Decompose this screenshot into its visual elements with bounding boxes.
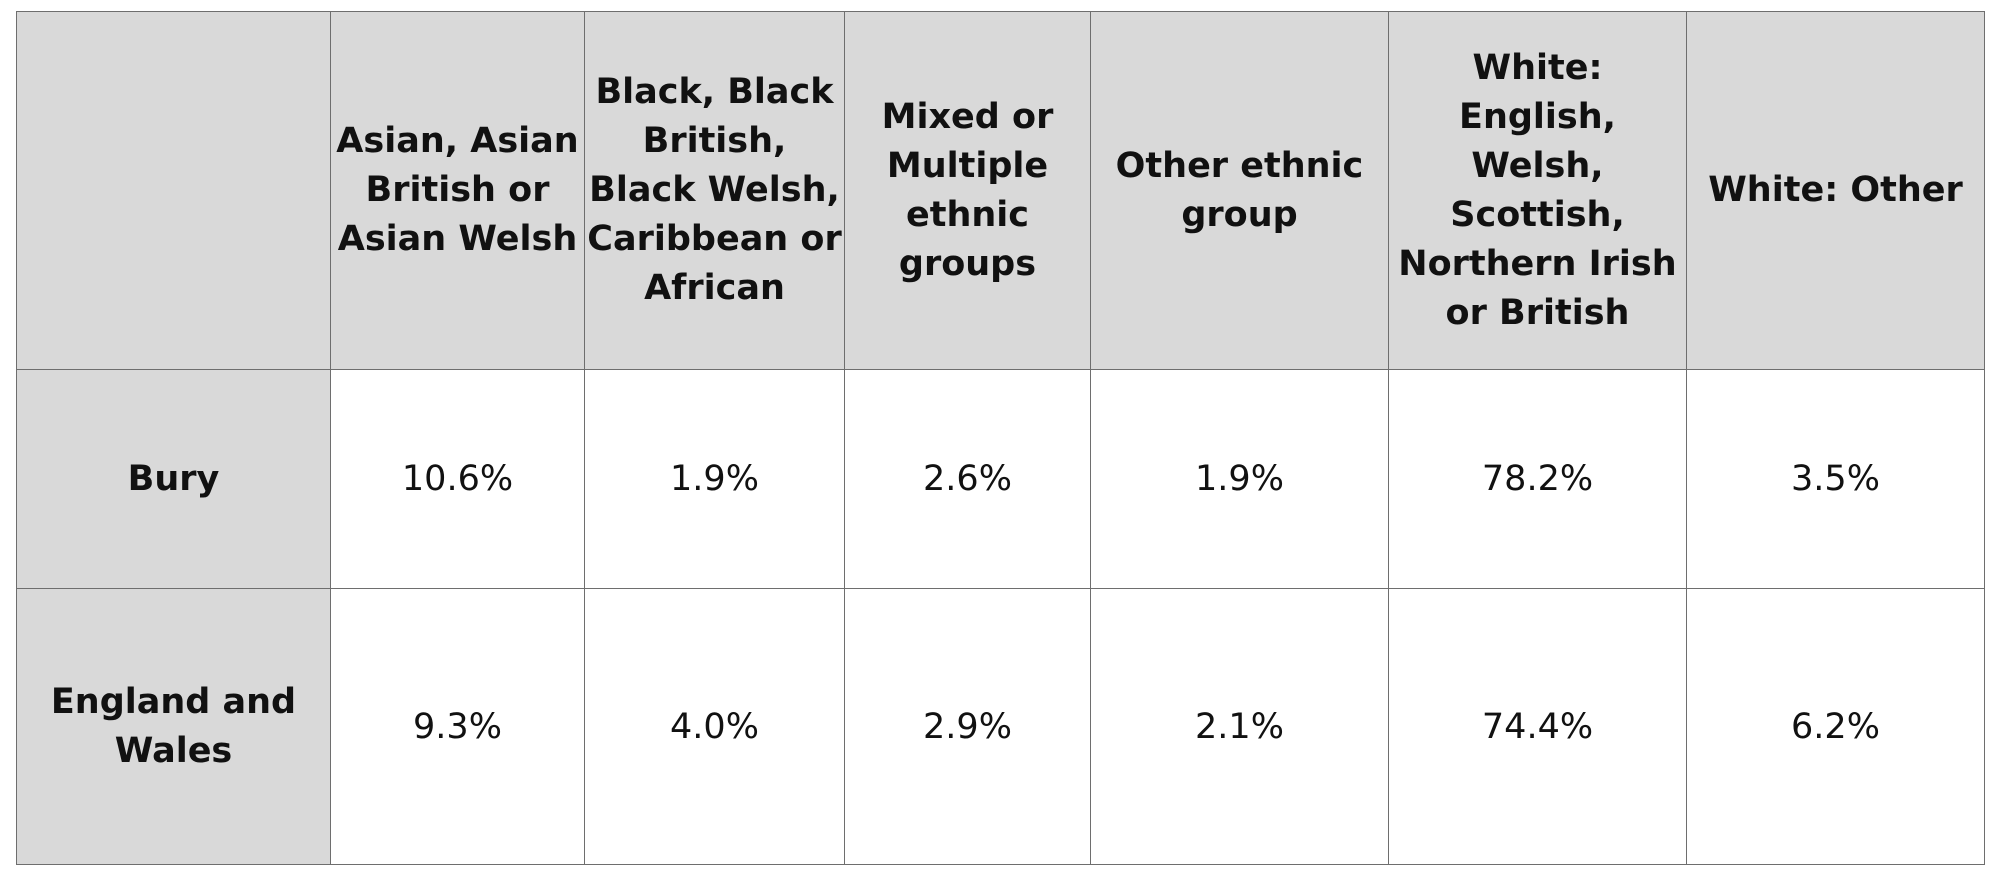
table-cell: 6.2%: [1686, 588, 1985, 865]
table-row-bury: Bury 10.6% 1.9% 2.6% 1.9% 78.2% 3.5%: [16, 369, 1985, 589]
table-cell: 1.9%: [1090, 369, 1389, 589]
table-cell: 74.4%: [1388, 588, 1687, 865]
table-cell: 3.5%: [1686, 369, 1985, 589]
table-cell: 9.3%: [330, 588, 585, 865]
column-header-asian: Asian, Asian British or Asian Welsh: [330, 11, 585, 370]
table-cell: 78.2%: [1388, 369, 1687, 589]
table-cell: 2.9%: [844, 588, 1091, 865]
table-cell: 2.6%: [844, 369, 1091, 589]
corner-cell: [16, 11, 331, 370]
column-header-black: Black, Black British, Black Welsh, Carib…: [584, 11, 845, 370]
table-cell: 2.1%: [1090, 588, 1389, 865]
table-cell: 1.9%: [584, 369, 845, 589]
column-header-mixed: Mixed or Multiple ethnic groups: [844, 11, 1091, 370]
table-cell: 4.0%: [584, 588, 845, 865]
row-header-england-and-wales: England and Wales: [16, 588, 331, 865]
table-row-england-and-wales: England and Wales 9.3% 4.0% 2.9% 2.1% 74…: [16, 588, 1985, 865]
ethnicity-table: Asian, Asian British or Asian Welsh Blac…: [16, 11, 1985, 865]
row-header-bury: Bury: [16, 369, 331, 589]
column-header-white-british: White: English, Welsh, Scottish, Norther…: [1388, 11, 1687, 370]
header-row: Asian, Asian British or Asian Welsh Blac…: [16, 11, 1985, 370]
table-cell: 10.6%: [330, 369, 585, 589]
column-header-other: Other ethnic group: [1090, 11, 1389, 370]
column-header-white-other: White: Other: [1686, 11, 1985, 370]
